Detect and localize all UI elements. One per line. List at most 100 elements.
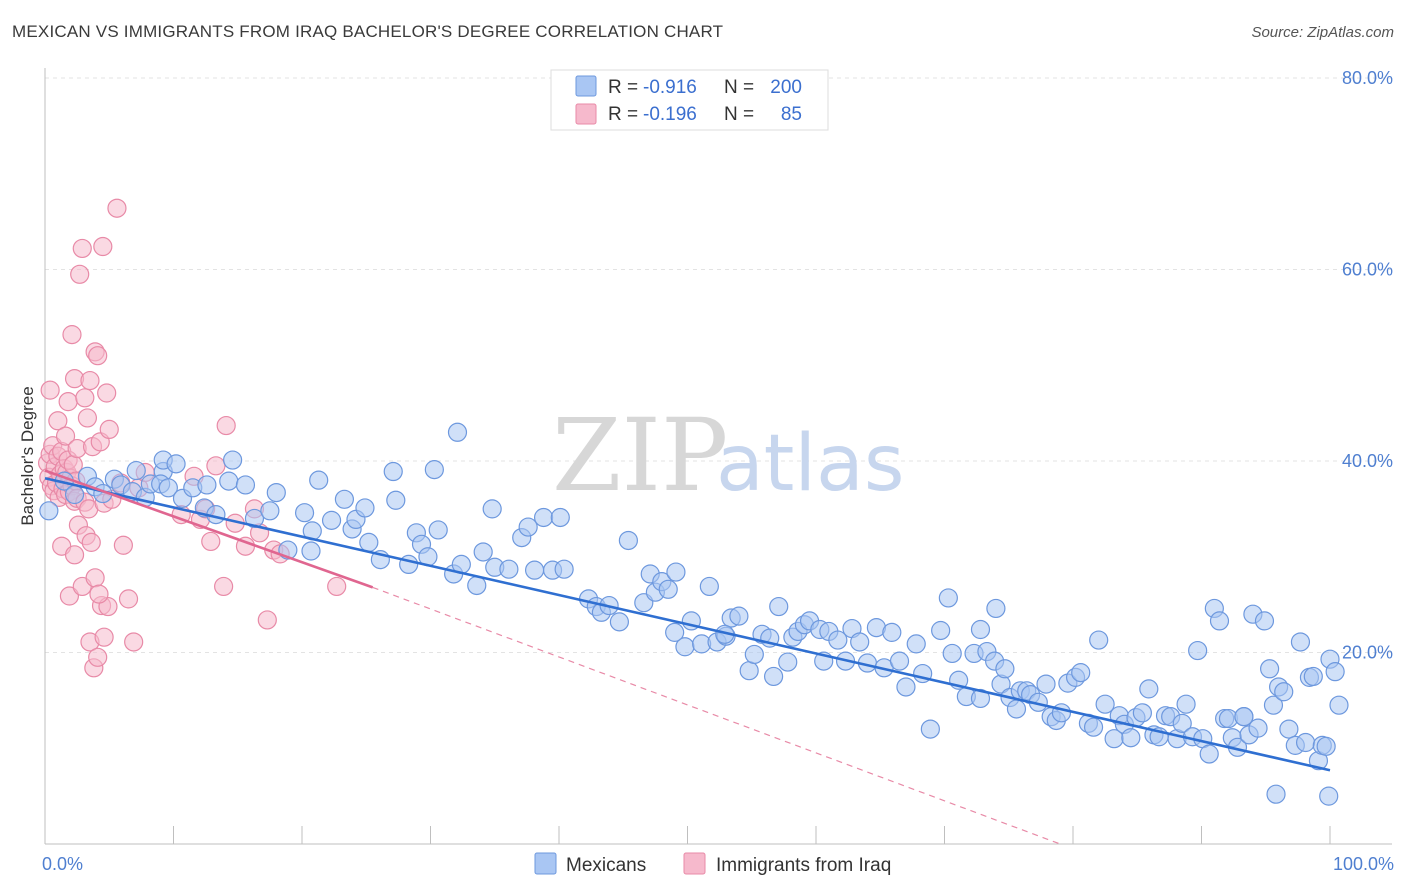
legend-r-value-mexicans: -0.916 <box>643 77 697 98</box>
mexicans-point-141 <box>1121 728 1141 748</box>
mexicans-point-157 <box>1209 611 1230 631</box>
mexicans-point-82 <box>729 606 749 626</box>
iraq-point-51 <box>59 586 80 606</box>
mexicans-point-151 <box>1176 694 1196 714</box>
mexicans-point-24 <box>235 475 256 495</box>
iraq-point-76 <box>216 415 236 436</box>
mexicans-point-120 <box>995 659 1015 679</box>
mexicans-point-57 <box>518 517 538 537</box>
legend: R = -0.916 N = 200 R = -0.196 N = 85 <box>550 69 829 131</box>
mexicans-point-97 <box>828 630 848 650</box>
iraq-point-35 <box>80 370 100 391</box>
iraq-point-42 <box>99 419 119 440</box>
iraq-point-60 <box>94 627 114 647</box>
trend-line-mexicans <box>44 476 1331 772</box>
y-tick-labels: 20.0% 40.0% 60.0% 80.0% <box>1342 68 1393 663</box>
mexicans-point-41 <box>386 490 406 510</box>
mexicans-point-74 <box>666 562 686 582</box>
y-tick-label-2: 60.0% <box>1342 260 1393 280</box>
mexicans-point-88 <box>769 596 789 617</box>
mexicans-point-170 <box>1274 682 1294 702</box>
iraq-point-38 <box>88 346 108 366</box>
trend-lines <box>44 469 1331 845</box>
watermark: ZIP atlas <box>552 397 905 514</box>
iraq-point-66 <box>89 584 109 604</box>
mexicans-point-25 <box>244 508 265 529</box>
mexicans-point-53 <box>482 499 502 519</box>
series-iraq-points <box>37 198 347 678</box>
iraq-point-75 <box>214 576 234 597</box>
mexicans-point-110 <box>931 620 951 641</box>
mexicans-point-55 <box>499 559 519 579</box>
legend-n-label-iraq: N = <box>724 104 754 125</box>
mexicans-point-49 <box>447 422 468 442</box>
chart-title: MEXICAN VS IMMIGRANTS FROM IRAQ BACHELOR… <box>12 22 724 41</box>
mexicans-point-9 <box>126 460 146 481</box>
mexicans-point-144 <box>1139 679 1159 699</box>
mexicans-point-153 <box>1188 640 1208 661</box>
mexicans-point-61 <box>550 507 570 528</box>
iraq-point-28 <box>62 325 82 345</box>
mexicans-point-46 <box>424 460 444 480</box>
iraq-point-33 <box>75 388 95 408</box>
mexicans-point-32 <box>309 470 329 490</box>
iraq-point-65 <box>85 568 105 588</box>
y-tick-label-3: 80.0% <box>1342 68 1393 88</box>
iraq-point-47 <box>124 632 144 652</box>
iraq-point-43 <box>107 198 127 218</box>
mexicans-point-111 <box>938 588 958 608</box>
series-mexicans-points <box>39 422 1349 806</box>
mexicans-point-181 <box>1325 662 1345 682</box>
mexicans-point-42 <box>399 554 419 575</box>
iraq-point-84 <box>327 576 347 597</box>
mexicans-point-171 <box>1279 719 1299 739</box>
mexicans-point-89 <box>778 652 798 672</box>
mexicans-point-127 <box>1036 674 1056 694</box>
iraq-point-24 <box>40 380 60 400</box>
mexicans-point-197 <box>1266 784 1286 804</box>
mexicans-point-182 <box>1329 695 1349 715</box>
mexicans-point-107 <box>906 634 926 654</box>
iraq-point-46 <box>118 589 139 609</box>
mexicans-point-58 <box>524 560 545 580</box>
mexicans-point-87 <box>763 666 784 687</box>
mexicans-point-116 <box>970 688 991 709</box>
mexicans-point-100 <box>850 632 870 652</box>
mexicans-point-166 <box>1254 611 1275 631</box>
iraq-point-64 <box>81 532 101 552</box>
iraq-point-73 <box>201 531 221 552</box>
legend-r-label-iraq: R = <box>608 104 638 125</box>
mexicans-point-173 <box>1290 632 1311 652</box>
mexicans-point-20 <box>219 471 239 491</box>
mexicans-point-67 <box>609 612 629 632</box>
legend-r-value-iraq: -0.196 <box>643 104 697 125</box>
mexicans-point-78 <box>699 576 719 597</box>
iraq-point-81 <box>257 610 277 630</box>
mexicans-point-37 <box>355 498 375 518</box>
mexicans-point-33 <box>321 510 342 530</box>
legend-r-label-mexicans: R = <box>608 77 638 98</box>
mexicans-point-62 <box>554 559 574 579</box>
mexicans-point-112 <box>942 643 962 664</box>
iraq-point-32 <box>72 238 92 259</box>
mexicans-point-34 <box>334 489 355 509</box>
mexicans-point-2 <box>64 484 85 505</box>
mexicans-point-104 <box>882 622 902 642</box>
mexicans-point-38 <box>359 532 379 552</box>
mexicans-point-109 <box>920 719 940 739</box>
legend-box <box>550 69 829 131</box>
iraq-point-31 <box>70 264 90 284</box>
mexicans-point-23 <box>223 450 243 470</box>
mexicans-point-29 <box>294 503 315 523</box>
mexicans-point-19 <box>166 454 186 474</box>
mexicans-point-133 <box>1071 663 1091 683</box>
mexicans-point-105 <box>889 651 910 671</box>
iraq-point-45 <box>113 535 133 555</box>
mexicans-point-155 <box>1199 744 1219 764</box>
mexicans-point-135 <box>1083 717 1104 737</box>
y-tick-label-1: 40.0% <box>1342 451 1393 471</box>
y-tick-label-0: 20.0% <box>1342 643 1393 663</box>
bottom-legend-swatch-mexicans <box>534 852 557 875</box>
mexicans-point-21 <box>197 475 217 495</box>
